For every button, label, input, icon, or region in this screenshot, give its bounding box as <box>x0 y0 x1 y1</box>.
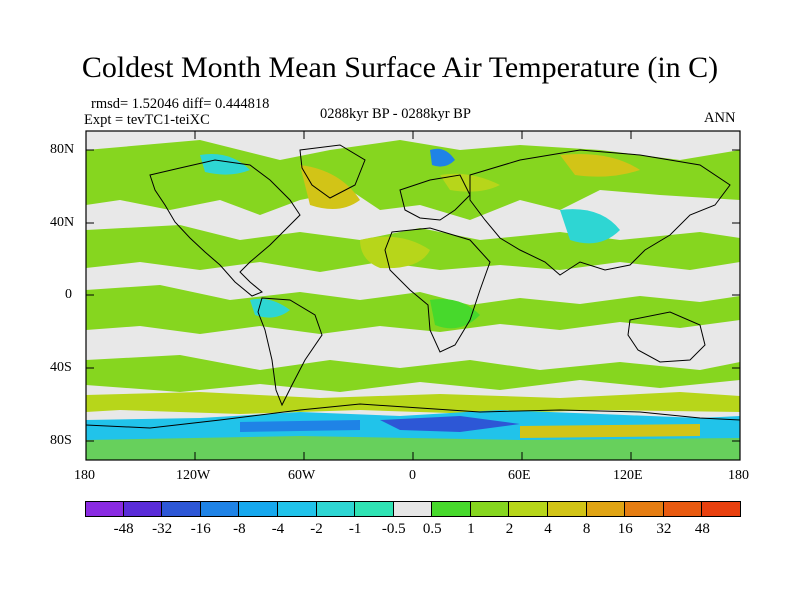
lon-label-120e: 120E <box>613 468 643 483</box>
stats-text: rmsd= 1.52046 diff= 0.444818 <box>91 96 270 112</box>
lon-label-60e: 60E <box>508 468 531 483</box>
colorbar-swatch <box>548 501 587 517</box>
colorbar-swatch <box>625 501 664 517</box>
colorbar-label: -4 <box>271 521 285 537</box>
colorbar-label: 2 <box>505 521 514 537</box>
antarctica-coast <box>85 403 741 429</box>
colorbar-swatch <box>85 501 124 517</box>
anomaly-fill <box>86 140 740 460</box>
season-text: ANN <box>704 110 736 126</box>
south-america-coast <box>257 297 323 407</box>
africa-coast <box>384 227 491 353</box>
colorbar-label: -32 <box>152 521 173 537</box>
colorbar-swatch <box>316 501 356 517</box>
colorbar-swatch <box>663 501 703 517</box>
lat-label-40n: 40N <box>50 215 75 230</box>
lat-label-80n: 80N <box>50 142 75 157</box>
colorbar-swatch <box>162 501 201 517</box>
colorbar-label: -2 <box>310 521 323 537</box>
colorbar-label: -48 <box>113 521 134 537</box>
australia-coast <box>627 311 706 363</box>
colorbar-swatch <box>432 501 471 517</box>
period-text: 0288kyr BP - 0288kyr BP <box>320 106 471 122</box>
colorbar-swatch <box>123 501 163 517</box>
lon-label-60w: 60W <box>288 468 316 483</box>
colorbar-swatch <box>355 501 394 517</box>
lon-label-120w: 120W <box>176 468 211 483</box>
lat-label-80s: 80S <box>50 433 72 448</box>
colorbar-label: -0.5 <box>381 521 406 537</box>
colorbar-label: 8 <box>582 521 591 537</box>
asia-coast <box>469 149 731 276</box>
colorbar-swatch <box>200 501 240 517</box>
colorbar-label: 1 <box>467 521 475 537</box>
lon-label-180w: 180 <box>74 468 95 483</box>
lon-label-180e: 180 <box>728 468 749 483</box>
colorbar-label: -8 <box>233 521 246 537</box>
lon-label-0: 0 <box>409 468 416 483</box>
colorbar-swatch <box>393 501 433 517</box>
colorbar-label: 32 <box>656 521 672 537</box>
colorbar-swatch <box>470 501 510 517</box>
lat-ticks <box>86 149 740 442</box>
colorbar-label: -16 <box>190 521 211 537</box>
lon-ticks <box>194 131 632 460</box>
colorbar-swatch <box>702 501 741 517</box>
north-america-coast <box>149 159 301 297</box>
coastlines <box>85 144 741 429</box>
colorbar-swatch <box>586 501 626 517</box>
lat-label-40s: 40S <box>50 360 72 375</box>
map-title: Coldest Month Mean Surface Air Temperatu… <box>81 51 719 84</box>
colorbar-label: 4 <box>544 521 552 537</box>
colorbar-label: 48 <box>694 521 710 537</box>
colorbar-swatch <box>239 501 278 517</box>
colorbar-swatch <box>277 501 317 517</box>
colorbar-label: 16 <box>617 521 633 537</box>
colorbar-label: -1 <box>348 521 362 537</box>
europe-coast <box>399 174 471 221</box>
experiment-text: Expt = tevTC1-teiXC <box>84 112 210 128</box>
greenland-coast <box>299 144 366 199</box>
lat-label-0: 0 <box>65 287 72 302</box>
colorbar-label: 0.5 <box>422 521 442 537</box>
colorbar-swatch <box>509 501 549 517</box>
